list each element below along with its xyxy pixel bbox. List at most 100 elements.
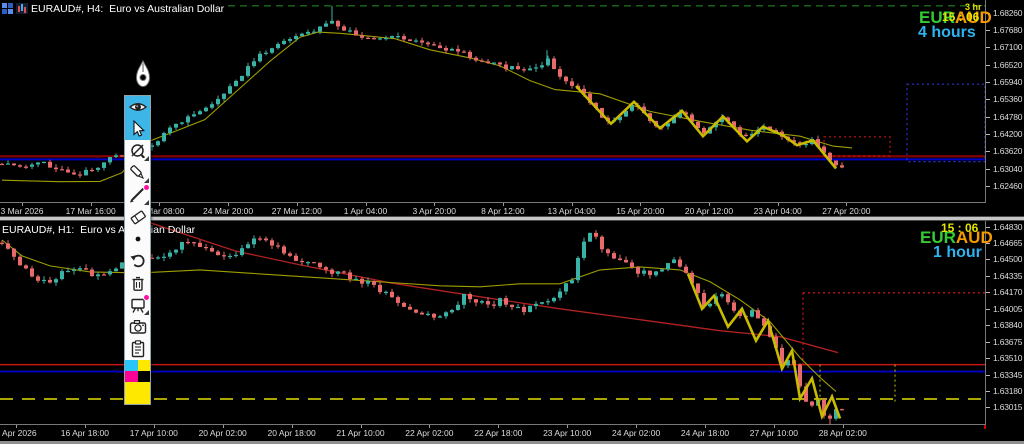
eye-tool-button[interactable] [125,96,150,118]
level-objects [0,292,986,402]
candles-series [0,230,844,425]
pen-size-indicator[interactable] [125,228,150,250]
y-axis-label: 1.64005 [993,303,1023,314]
screenshot-button[interactable] [125,316,150,338]
x-axis-label: 20 Apr 18:00 [267,428,316,438]
x-axis-tick [291,425,293,428]
color-palette [125,360,150,382]
active-color-swatch[interactable] [125,382,150,404]
highlighter-button[interactable] [125,162,150,184]
zigzag-indicator [686,273,842,421]
x-axis-label: 27 Mar 12:00 [271,206,322,216]
eraser-button[interactable] [125,206,150,228]
y-axis-tick [986,133,990,135]
x-axis-label: 20 Apr 02:00 [198,428,247,438]
palette-color-swatch[interactable] [125,371,138,382]
candle-countdown-small: 3 hr [965,2,982,12]
y-axis-tick [986,12,990,14]
x-axis-tick [429,425,431,428]
timeframe-label: 4 hours [918,24,976,41]
y-axis-tick [986,374,990,376]
y-axis-tick [986,29,990,31]
x-axis-label: 16 Apr 18:00 [60,428,109,438]
x-axis-tick [567,425,569,428]
x-axis-label: 1 Apr 04:00 [343,206,388,216]
chart-panel-h4[interactable]: EURAUD#, H4: Euro vs Australian Dollar 3… [0,0,1024,217]
x-axis-label: 15 Apr 20:00 [616,206,665,216]
y-axis-label: 1.68260 [993,7,1023,18]
x-axis-tick [434,203,436,206]
whiteboard-button[interactable] [125,294,150,316]
y-axis-tick [986,275,990,277]
y-axis-label: 1.62460 [993,180,1023,191]
submenu-corner-icon [144,156,149,161]
palette-color-swatch[interactable] [137,360,150,371]
x-axis-tick [842,425,844,428]
y-axis-tick [986,308,990,310]
clipboard-button[interactable] [125,338,150,360]
x-axis-tick [90,203,92,206]
y-axis-tick [986,358,990,360]
candle-timer: 15 : 06 [941,221,979,235]
y-axis-label: 1.63180 [993,386,1023,396]
palette-color-swatch[interactable] [137,371,150,382]
y-axis-label: 1.64665 [993,237,1023,248]
y-axis-label: 1.63675 [993,336,1023,347]
y-axis-label: 1.64335 [993,270,1023,281]
y-axis-label: 1.65360 [993,94,1023,105]
h4-chart-canvas[interactable] [0,0,1024,203]
chart-title-text: EURAUD#, H1: Euro vs Australian Dollar [2,223,196,236]
x-axis-tick [16,425,17,428]
x-axis-tick [159,203,161,206]
y-axis-label: 1.64780 [993,111,1023,122]
annotation-toolbar[interactable] [124,95,151,405]
x-axis-tick [640,203,642,206]
y-axis-label: 1.67680 [993,24,1023,35]
y-axis-tick [986,81,990,83]
y-axis-label: 1.65940 [993,76,1023,87]
select-cursor-button[interactable] [125,118,150,140]
y-axis-tick [986,99,990,101]
x-axis-label: 23 Apr 10:00 [543,428,592,438]
x-axis-tick [222,425,224,428]
h1-chart-canvas[interactable] [0,221,1024,425]
undo-button[interactable] [125,250,150,272]
submenu-corner-icon [144,310,149,315]
x-axis-tick [22,203,23,206]
clear-all-button[interactable] [125,272,150,294]
y-axis-tick [986,226,990,228]
x-axis-label: 8 Apr 12:00 [481,206,525,216]
chart-panel-h1[interactable]: EURAUD#, H1: Euro vs Australian Dollar 1… [0,221,1024,441]
x-axis-tick [153,425,155,428]
h4-time-axis: 3 Mar 2026 17 Mar 16:00 20 Mar 08:00 24 Mar… [0,203,986,217]
x-axis-label: 21 Apr 10:00 [336,428,385,438]
x-axis-tick [636,425,638,428]
x-axis-label: 3 Mar 2026 [0,206,44,216]
y-axis-tick [986,407,990,409]
x-axis-label: 6 Apr 2026 [0,428,37,438]
y-axis-tick [986,325,990,327]
pen-nib-icon[interactable] [130,59,156,95]
panel-splitter[interactable] [0,216,1024,221]
x-axis-label: 27 Apr 20:00 [822,206,871,216]
x-axis-tick [709,203,710,206]
y-axis-tick [986,64,990,66]
ma-red [147,221,839,354]
y-axis-tick [986,341,990,343]
pen-hide-button[interactable] [125,140,150,162]
candlestick-icon [16,3,28,14]
symbol-eur: EUR [920,228,956,247]
x-axis-label: 23 Apr 04:00 [753,206,802,216]
x-axis-label: 22 Apr 18:00 [474,428,523,438]
y-axis-tick [986,168,990,170]
x-axis-label: 24 Apr 02:00 [611,428,661,438]
palette-color-swatch[interactable] [125,360,138,371]
line-tool-button[interactable] [125,184,150,206]
ma-yellow [1,239,837,392]
x-axis-label: 28 Apr 02:00 [818,428,867,438]
symbol-eur: EUR [919,8,955,27]
y-axis-label: 1.63840 [993,320,1023,331]
x-axis-label: 3 Apr 20:00 [412,206,456,216]
y-axis-label: 1.63345 [993,369,1023,380]
